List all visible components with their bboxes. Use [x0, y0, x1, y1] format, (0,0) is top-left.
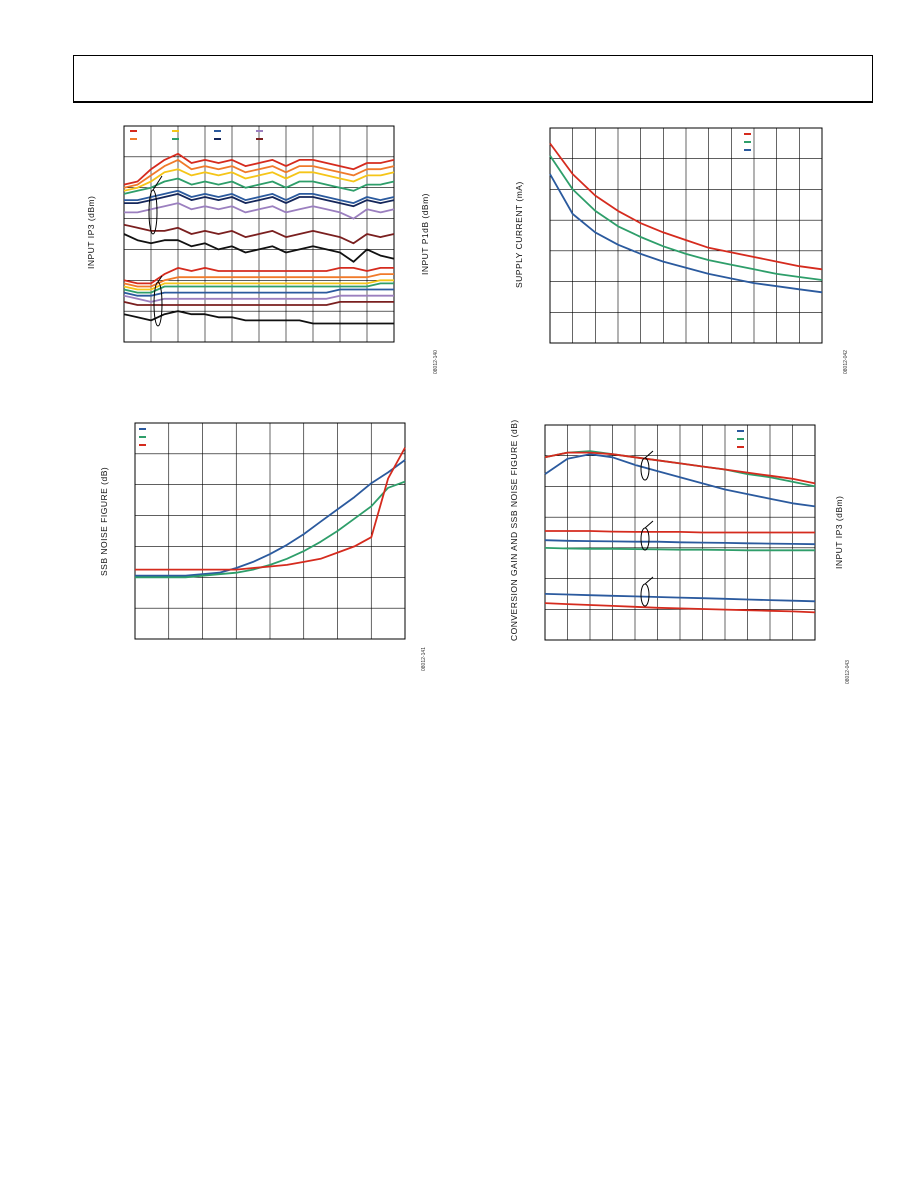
series-line [124, 202, 395, 220]
series-line [549, 155, 823, 281]
series-line [135, 480, 406, 579]
series-line [123, 288, 394, 297]
series-line [544, 451, 816, 485]
series-line [123, 177, 395, 195]
chart-supply-current [549, 127, 823, 344]
group-leader-line [644, 576, 654, 585]
series-line [123, 310, 394, 325]
series-line [544, 547, 815, 552]
series-line [124, 189, 395, 204]
fig4-ylabel-right: INPUT IP3 (dBm) [834, 495, 844, 569]
series-line [123, 267, 394, 285]
series-line [123, 159, 395, 189]
series-line [544, 453, 816, 508]
figure-1 [123, 125, 395, 343]
series-line [123, 233, 395, 263]
fig3-id: 08012-141 [421, 647, 427, 671]
page-header-box [73, 55, 873, 103]
series-line [135, 459, 406, 577]
series-line [123, 279, 394, 291]
series-line [549, 142, 823, 271]
fig1-ylabel-left: INPUT IP3 (dBm) [86, 195, 96, 269]
series-line [544, 539, 816, 546]
series-line [123, 273, 394, 288]
series-line [135, 447, 406, 571]
figure-4 [544, 424, 816, 641]
series-line [123, 168, 395, 192]
series-line [544, 602, 816, 614]
fig1-id: 08012-140 [433, 350, 439, 374]
series-line [123, 152, 395, 186]
series-line [549, 173, 823, 294]
fig2-id: 08012-042 [843, 350, 849, 374]
chart-gain-nf-ip3 [544, 424, 816, 641]
chart-input-ip3-p1db [123, 125, 395, 343]
figure-2 [549, 127, 823, 344]
group-leader-line [157, 275, 163, 283]
fig2-ylabel-left: SUPPLY CURRENT (mA) [514, 181, 524, 288]
series-line [123, 223, 395, 245]
group-ellipse [640, 583, 650, 607]
fig4-ylabel-left: CONVERSION GAIN AND SSB NOISE FIGURE (dB… [509, 419, 519, 641]
series-line [544, 593, 816, 603]
series-line [124, 193, 395, 208]
fig3-ylabel-left: SSB NOISE FIGURE (dB) [99, 466, 109, 576]
chart-ssb-noise-figure [134, 422, 406, 640]
figure-3 [134, 422, 406, 640]
group-leader-line [644, 450, 654, 459]
series-line [123, 301, 394, 306]
series-line [123, 282, 394, 294]
group-leader-line [644, 520, 654, 529]
series-line [545, 530, 815, 534]
fig1-ylabel-right: INPUT P1dB (dBm) [420, 192, 430, 275]
fig4-id: 08012-043 [845, 660, 851, 684]
group-leader-line [152, 175, 163, 191]
series-line [123, 294, 394, 303]
